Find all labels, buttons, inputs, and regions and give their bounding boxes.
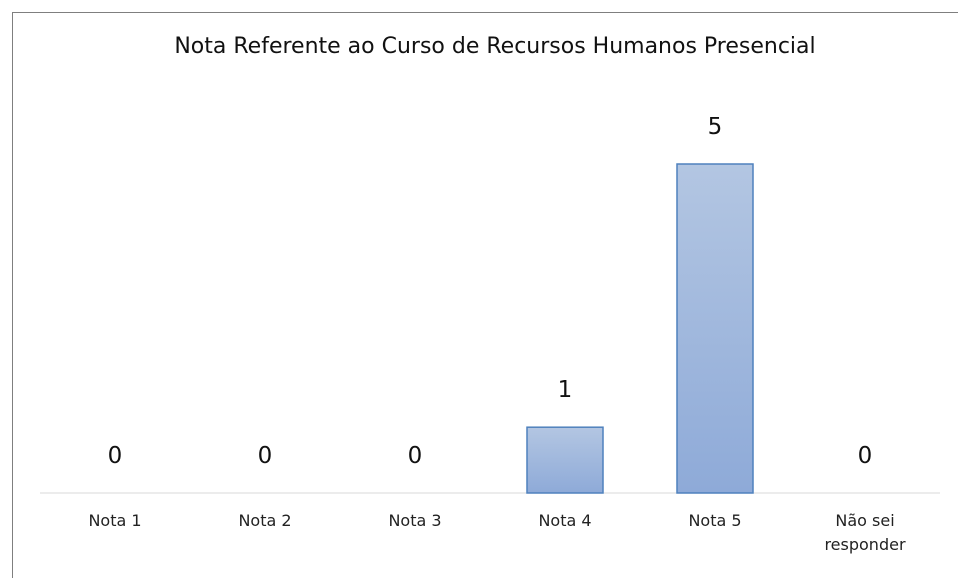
x-tick-label: Nota 3	[388, 511, 442, 530]
data-label: 5	[707, 114, 723, 140]
x-tick-label: Nota 1	[88, 511, 142, 530]
bar	[676, 163, 754, 494]
x-tick-label: Nota 4	[538, 511, 592, 530]
chart-frame	[12, 12, 958, 578]
x-tick-label: Não sei responder	[824, 511, 906, 554]
chart-title: Nota Referente ao Curso de Recursos Huma…	[174, 34, 816, 59]
data-label: 0	[407, 443, 423, 469]
bar	[526, 426, 604, 494]
data-label: 0	[257, 443, 273, 469]
data-label: 0	[857, 443, 873, 469]
data-label: 1	[557, 377, 573, 404]
x-tick-label: Nota 5	[688, 511, 742, 530]
data-label: 0	[107, 443, 123, 469]
x-tick-label: Nota 2	[238, 511, 292, 530]
